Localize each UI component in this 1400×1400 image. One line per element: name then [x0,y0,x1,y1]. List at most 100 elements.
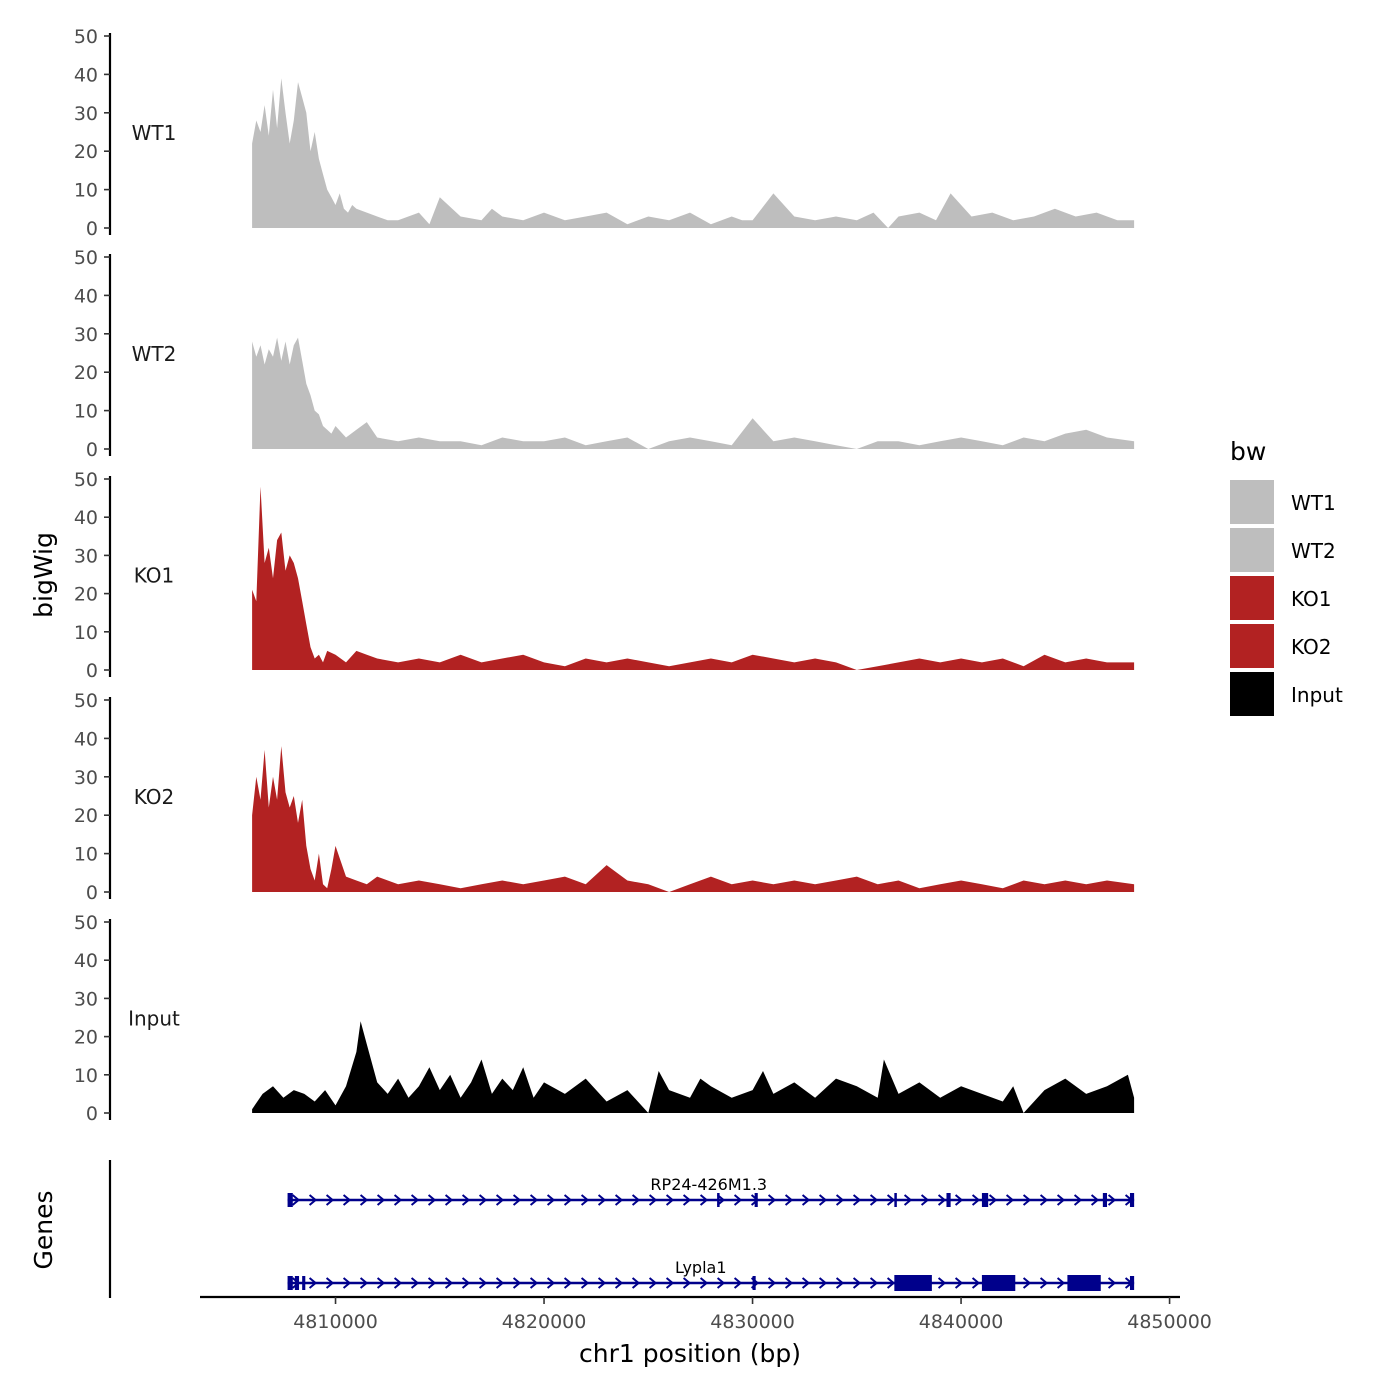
x-tick-label: 4810000 [293,1311,378,1333]
strand-arrow-icon [478,1277,488,1289]
strand-arrow-icon [1090,1194,1100,1206]
legend: bw WT1 WT2 KO1 KO2 Input [1230,437,1343,716]
strand-arrow-icon [682,1194,692,1206]
legend-title: bw [1230,437,1266,466]
exon [717,1193,720,1207]
strand-arrow-icon [648,1277,658,1289]
strand-arrow-icon [1022,1277,1032,1289]
y-tick-label: 50 [74,690,98,712]
coverage-area [252,746,1135,892]
legend-label: WT2 [1291,539,1336,563]
strand-arrow-icon [1022,1194,1032,1206]
exon [754,1193,758,1207]
strand-arrow-icon [699,1194,709,1206]
strand-arrow-icon [801,1277,811,1289]
gene-name-label: RP24-426M1.3 [650,1175,767,1194]
strand-arrow-icon [614,1277,624,1289]
strand-arrow-icon [291,1194,301,1206]
strand-arrow-icon [580,1277,590,1289]
y-tick-label: 20 [74,584,98,606]
strand-arrow-icon [835,1194,845,1206]
track-wt2: 0 10 20 30 40 50 WT2 [74,247,1135,461]
strand-arrow-icon [1107,1277,1117,1289]
exon [1129,1193,1135,1207]
coverage-area [252,78,1135,228]
strand-arrow-icon [818,1194,828,1206]
legend-label: WT1 [1291,491,1336,515]
strand-arrow-icon [886,1277,896,1289]
exon [1129,1276,1135,1290]
strand-arrow-icon [1005,1194,1015,1206]
strand-arrow-icon [852,1277,862,1289]
x-tick-label: 4820000 [502,1311,587,1333]
strand-arrow-icon [835,1277,845,1289]
legend-swatch [1230,624,1274,668]
strand-arrow-icon [495,1277,505,1289]
y-axis-title: bigWig [29,532,58,618]
transcript-rp24-426m1.3: RP24-426M1.3 [287,1175,1135,1207]
genes-axis-title: Genes [29,1190,58,1269]
y-tick-label: 40 [74,285,98,307]
y-tick-label: 30 [74,767,98,789]
coverage-area [252,1021,1135,1113]
y-tick-label: 30 [74,545,98,567]
track-input: 0 10 20 30 40 50 Input [74,912,1135,1125]
strand-arrow-icon [631,1194,641,1206]
legend-swatch [1230,672,1274,716]
strand-arrow-icon [682,1277,692,1289]
y-tick-label: 30 [74,324,98,346]
strand-arrow-icon [597,1194,607,1206]
strand-arrow-icon [342,1194,352,1206]
strand-arrow-icon [495,1194,505,1206]
strand-arrow-icon [665,1277,675,1289]
strand-arrow-icon [580,1194,590,1206]
strand-arrow-icon [1056,1194,1066,1206]
legend-label: Input [1291,683,1343,707]
strand-arrow-icon [325,1194,335,1206]
strand-arrow-icon [920,1194,930,1206]
strand-arrow-icon [1039,1277,1049,1289]
strand-arrow-icon [563,1277,573,1289]
strand-arrow-icon [648,1194,658,1206]
y-tick-label: 40 [74,950,98,972]
strand-arrow-icon [733,1194,743,1206]
gene-name-label: Lypla1 [675,1258,727,1277]
track-label: WT2 [132,342,177,366]
strand-arrow-icon [767,1277,777,1289]
strand-arrow-icon [478,1194,488,1206]
exon [946,1193,951,1207]
strand-arrow-icon [937,1277,947,1289]
strand-arrow-icon [631,1277,641,1289]
strand-arrow-icon [665,1194,675,1206]
exon [981,1275,1016,1291]
legend-label: KO1 [1291,587,1332,611]
strand-arrow-icon [1073,1194,1083,1206]
y-tick-label: 20 [74,141,98,163]
y-tick-label: 0 [86,660,98,682]
strand-arrow-icon [444,1277,454,1289]
strand-arrow-icon [971,1194,981,1206]
exon [1067,1275,1101,1291]
strand-arrow-icon [1107,1194,1117,1206]
strand-arrow-icon [903,1194,913,1206]
strand-arrow-icon [733,1277,743,1289]
strand-arrow-icon [529,1277,539,1289]
strand-arrow-icon [444,1194,454,1206]
strand-arrow-icon [461,1277,471,1289]
strand-arrow-icon [512,1194,522,1206]
track-ko2: 0 10 20 30 40 50 KO2 [74,690,1135,904]
strand-arrow-icon [784,1277,794,1289]
strand-arrow-icon [410,1194,420,1206]
strand-arrow-icon [954,1194,964,1206]
track-label: WT1 [132,121,177,145]
strand-arrow-icon [716,1277,726,1289]
track-ko1: 0 10 20 30 40 50 KO1 [74,469,1135,682]
track-label: KO2 [134,785,175,809]
y-tick-label: 0 [86,1103,98,1125]
strand-arrow-icon [852,1194,862,1206]
strand-arrow-icon [529,1194,539,1206]
exon [294,1276,300,1290]
strand-arrow-icon [393,1277,403,1289]
strand-arrow-icon [801,1194,811,1206]
